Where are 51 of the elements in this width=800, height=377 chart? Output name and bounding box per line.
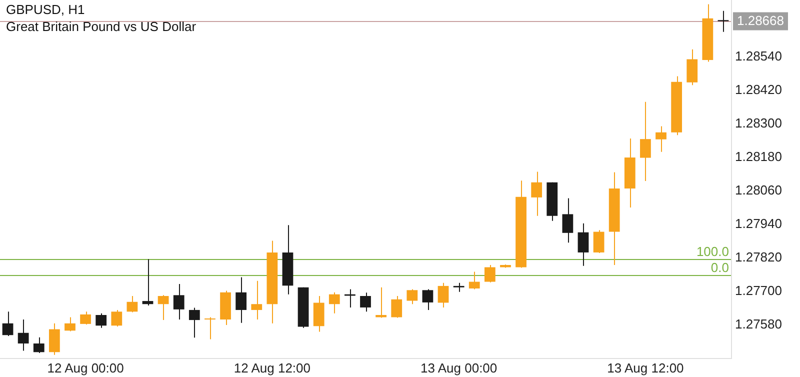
candlestick [468,271,480,290]
candlestick [80,311,91,325]
candlestick [313,296,324,332]
candlestick [188,307,200,338]
chart-title: GBPUSD, H1 [6,2,85,18]
candlestick [142,258,154,306]
candlestick [640,101,651,182]
candlestick [328,292,340,314]
candlestick [422,288,434,310]
x-tick-label: 13 Aug 12:00 [607,360,684,376]
candlestick [251,280,262,320]
candlestick [578,222,589,266]
candlestick [438,282,449,308]
candlestick [593,230,604,254]
candlestick [656,126,666,152]
x-tick-label: 12 Aug 12:00 [234,360,310,376]
candlestick [484,264,496,283]
candlestick [360,292,371,312]
candlestick [406,288,418,305]
candlestick [686,48,698,86]
candlestick [158,294,169,321]
candlestick [64,316,76,332]
candlestick [48,322,60,356]
candlestick [33,336,44,354]
text: Great Britain Pound vs US Dollar [6,19,197,34]
candlestick [18,318,29,352]
x-tick-label: 13 Aug 00:00 [420,360,498,376]
candlestick [391,296,402,318]
candlestick [126,296,138,313]
candlestick [96,312,107,328]
y-tick-label: 1.28060 [735,182,782,198]
x-tick-label: 12 Aug 00:00 [47,360,124,376]
candlestick [376,286,386,318]
y-tick-label: 1.27580 [735,316,782,332]
y-tick-label: 1.28420 [735,82,782,98]
annotation: 0.0 [710,260,729,276]
y-tick-label: 1.27940 [735,216,782,232]
ref-line-label: 1.28668 [737,12,784,28]
candlestick [2,311,14,336]
annotation: 100.0 [696,244,729,260]
candlestick [562,198,574,244]
y-tick-label: 1.27700 [735,283,782,298]
candlestick [531,171,542,216]
candlestick [173,284,184,320]
y-tick-label: 1.28180 [735,149,782,164]
candlestick [236,276,247,324]
candlestick [111,309,122,327]
y-tick-label: 1.28300 [735,116,782,131]
candlestick [204,316,216,340]
y-tick-label: 1.28540 [735,48,782,64]
y-tick-label: 1.27820 [735,250,782,265]
